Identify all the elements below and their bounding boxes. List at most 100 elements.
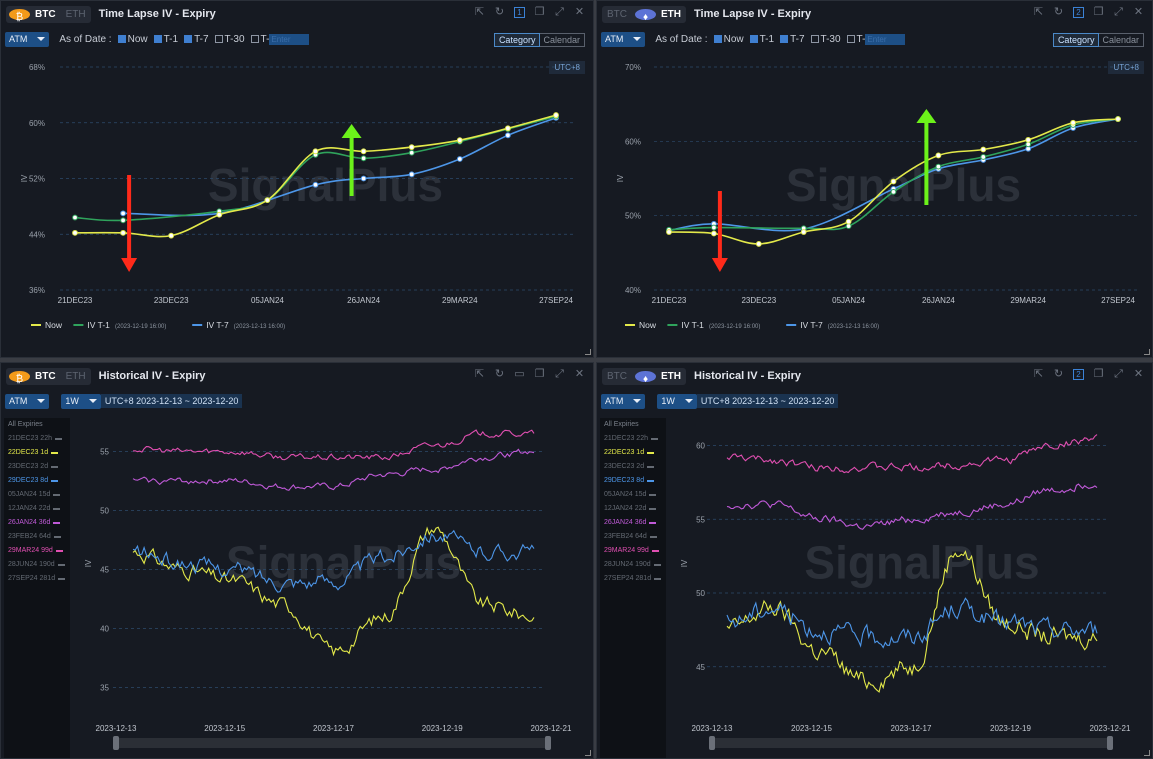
expiry-legend-item[interactable]: 29DEC23 8d xyxy=(4,474,70,488)
expiry-label: All Expiries xyxy=(8,421,43,428)
expand-icon[interactable]: ⤢ xyxy=(555,368,564,380)
checkbox-now[interactable] xyxy=(713,35,722,43)
toggle-calendar[interactable]: Calendar xyxy=(1102,35,1139,45)
expiry-legend-item[interactable]: 05JAN24 15d xyxy=(600,488,666,502)
folder-icon[interactable]: ▭ xyxy=(514,368,525,380)
checkbox-t30[interactable] xyxy=(810,35,819,43)
toggle-calendar[interactable]: Calendar xyxy=(543,35,580,45)
slider-handle-left[interactable] xyxy=(113,736,119,750)
expiry-legend-item[interactable]: 23FEB24 64d xyxy=(4,530,70,544)
refresh-icon[interactable]: ↻ xyxy=(1053,368,1064,380)
coin-btc[interactable]: BTC xyxy=(35,370,56,382)
expiry-legend-item[interactable]: 27SEP24 281d xyxy=(4,572,70,586)
expand-icon[interactable]: ⤢ xyxy=(555,6,564,18)
toggle-category[interactable]: Category xyxy=(1052,33,1100,47)
expiry-legend-item[interactable]: 26JAN24 36d xyxy=(600,516,666,530)
coin-eth[interactable]: ETH xyxy=(65,8,86,20)
coin-switch[interactable]: ₿ BTC ETH xyxy=(6,5,91,23)
atm-select[interactable]: ATM xyxy=(5,393,50,409)
resize-handle[interactable] xyxy=(1144,349,1150,355)
checkbox-t1[interactable] xyxy=(749,35,758,43)
coin-switch[interactable]: BTC ♦ ETH xyxy=(602,5,686,23)
toggle-category[interactable]: Category xyxy=(493,33,541,47)
expiry-legend-item[interactable]: 28JUN24 190d xyxy=(600,558,666,572)
expiry-legend-item[interactable]: 23DEC23 2d xyxy=(600,460,666,474)
refresh-icon[interactable]: ↻ xyxy=(1053,6,1064,18)
time-range-slider[interactable] xyxy=(709,736,1113,750)
expiry-legend-item[interactable]: 12JAN24 22d xyxy=(600,502,666,516)
resize-handle[interactable] xyxy=(1144,750,1150,756)
expand-icon[interactable]: ⤢ xyxy=(1114,368,1123,380)
expiry-legend-item[interactable]: 21DEC23 22h xyxy=(4,432,70,446)
t-days-input[interactable]: Enter xyxy=(269,33,310,45)
expiry-legend-item[interactable]: All Expiries xyxy=(600,418,666,432)
date-range[interactable]: UTC+8 2023-12-13 ~ 2023-12-20 xyxy=(696,394,839,408)
expiry-legend-item[interactable]: 29DEC23 8d xyxy=(600,474,666,488)
window-number-badge[interactable]: 1 xyxy=(514,7,525,18)
export-icon[interactable]: ⇱ xyxy=(474,368,485,380)
expiry-legend-item[interactable]: 28JUN24 190d xyxy=(4,558,70,572)
export-icon[interactable]: ⇱ xyxy=(1033,368,1044,380)
expiry-legend-item[interactable]: All Expiries xyxy=(4,418,70,432)
close-icon[interactable]: ✕ xyxy=(574,368,585,380)
expiry-legend-item[interactable]: 05JAN24 15d xyxy=(4,488,70,502)
expiry-legend-item[interactable]: 29MAR24 99d xyxy=(4,544,70,558)
decline-arrow xyxy=(121,175,138,272)
slider-handle-right[interactable] xyxy=(1107,736,1113,750)
coin-eth[interactable]: ETH xyxy=(65,370,86,382)
close-icon[interactable]: ✕ xyxy=(1133,368,1144,380)
panel-tools: ⇱ ↻ 1 ❐ ⤢ ✕ xyxy=(474,7,585,18)
expand-icon[interactable]: ⤢ xyxy=(1114,6,1123,18)
period-select[interactable]: 1W xyxy=(657,393,697,409)
refresh-icon[interactable]: ↻ xyxy=(494,6,505,18)
window-number-badge[interactable]: 2 xyxy=(1073,7,1084,18)
checkbox-t1[interactable] xyxy=(153,35,162,43)
export-icon[interactable]: ⇱ xyxy=(1033,6,1044,18)
coin-btc[interactable]: BTC xyxy=(607,8,627,20)
copy-icon[interactable]: ❐ xyxy=(534,6,545,18)
checkbox-t30[interactable] xyxy=(214,35,223,43)
coin-btc[interactable]: BTC xyxy=(607,370,627,382)
copy-icon[interactable]: ❐ xyxy=(1093,368,1104,380)
date-range[interactable]: UTC+8 2023-12-13 ~ 2023-12-20 xyxy=(100,394,243,408)
checkbox-tn[interactable] xyxy=(846,35,855,43)
t-days-input[interactable]: Enter xyxy=(865,33,906,45)
time-range-slider[interactable] xyxy=(113,736,551,750)
coin-eth[interactable]: ETH xyxy=(661,8,681,20)
expiry-legend-item[interactable]: 23FEB24 64d xyxy=(600,530,666,544)
checkbox-tn[interactable] xyxy=(250,35,259,43)
expiry-legend-item[interactable]: 22DEC23 1d xyxy=(4,446,70,460)
expiry-legend-item[interactable]: 27SEP24 281d xyxy=(600,572,666,586)
data-point xyxy=(755,241,762,247)
checkbox-now[interactable] xyxy=(117,35,126,43)
coin-switch[interactable]: ₿ BTC ETH xyxy=(6,367,91,385)
slider-handle-left[interactable] xyxy=(709,736,715,750)
window-number-badge[interactable]: 2 xyxy=(1073,369,1084,380)
expiry-legend-item[interactable]: 29MAR24 99d xyxy=(600,544,666,558)
checkbox-t7[interactable] xyxy=(780,35,789,43)
copy-icon[interactable]: ❐ xyxy=(534,368,545,380)
expiry-legend-item[interactable]: 21DEC23 22h xyxy=(600,432,666,446)
slider-handle-right[interactable] xyxy=(545,736,551,750)
refresh-icon[interactable]: ↻ xyxy=(494,368,505,380)
data-point xyxy=(264,197,271,204)
atm-select[interactable]: ATM xyxy=(601,31,646,47)
coin-switch[interactable]: BTC ♦ ETH xyxy=(602,367,686,385)
atm-select[interactable]: ATM xyxy=(601,393,646,409)
resize-handle[interactable] xyxy=(585,349,591,355)
atm-select[interactable]: ATM xyxy=(5,31,50,47)
resize-handle[interactable] xyxy=(585,750,591,756)
legend-label: Now xyxy=(45,320,63,330)
close-icon[interactable]: ✕ xyxy=(574,6,585,18)
copy-icon[interactable]: ❐ xyxy=(1093,6,1104,18)
expiry-legend-item[interactable]: 23DEC23 2d xyxy=(4,460,70,474)
expiry-legend-item[interactable]: 26JAN24 36d xyxy=(4,516,70,530)
expiry-legend-item[interactable]: 12JAN24 22d xyxy=(4,502,70,516)
export-icon[interactable]: ⇱ xyxy=(474,6,485,18)
coin-btc[interactable]: BTC xyxy=(35,8,56,20)
checkbox-t7[interactable] xyxy=(184,35,193,43)
close-icon[interactable]: ✕ xyxy=(1133,6,1144,18)
period-select[interactable]: 1W xyxy=(61,393,101,409)
coin-eth[interactable]: ETH xyxy=(661,370,681,382)
expiry-legend-item[interactable]: 22DEC23 1d xyxy=(600,446,666,460)
